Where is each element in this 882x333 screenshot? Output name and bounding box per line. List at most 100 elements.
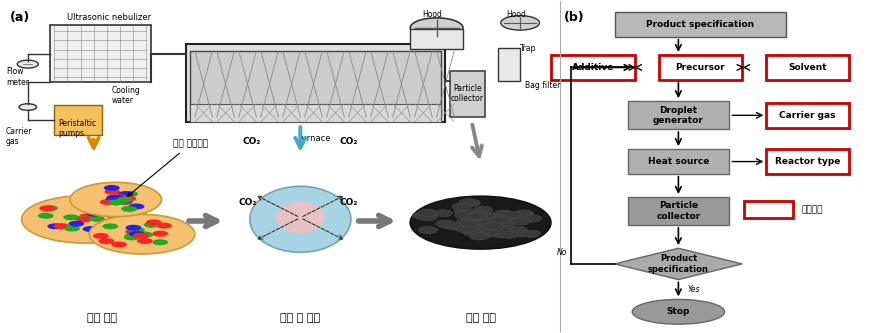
Circle shape xyxy=(112,212,128,218)
Circle shape xyxy=(100,199,116,205)
Text: Droplet
generator: Droplet generator xyxy=(653,106,704,125)
Circle shape xyxy=(494,210,513,217)
Text: 공정변수: 공정변수 xyxy=(802,205,823,214)
Circle shape xyxy=(79,213,95,219)
Circle shape xyxy=(514,210,534,217)
Circle shape xyxy=(77,216,93,222)
Circle shape xyxy=(452,203,471,210)
Circle shape xyxy=(135,232,151,238)
Circle shape xyxy=(468,212,488,220)
FancyBboxPatch shape xyxy=(49,25,151,82)
Circle shape xyxy=(511,230,530,237)
Circle shape xyxy=(418,213,437,221)
Circle shape xyxy=(124,233,140,239)
Circle shape xyxy=(106,195,122,200)
Circle shape xyxy=(38,213,54,219)
Circle shape xyxy=(125,229,141,235)
Circle shape xyxy=(465,212,484,219)
Circle shape xyxy=(108,195,124,201)
Circle shape xyxy=(502,211,521,218)
Text: 입자 구성성분: 입자 구성성분 xyxy=(128,140,208,196)
Circle shape xyxy=(471,223,490,231)
Text: Reactor type: Reactor type xyxy=(775,157,841,166)
Circle shape xyxy=(83,226,99,232)
Circle shape xyxy=(124,234,139,240)
FancyBboxPatch shape xyxy=(766,149,849,174)
Circle shape xyxy=(491,230,511,238)
Circle shape xyxy=(483,214,502,221)
Circle shape xyxy=(125,225,141,231)
Circle shape xyxy=(473,206,492,214)
Circle shape xyxy=(417,211,437,218)
Text: 액적 발생: 액적 발생 xyxy=(87,313,117,323)
Circle shape xyxy=(107,198,123,204)
FancyBboxPatch shape xyxy=(628,101,729,129)
Text: Cooling
water: Cooling water xyxy=(111,86,140,105)
Circle shape xyxy=(484,228,503,235)
Text: Yes: Yes xyxy=(687,285,699,294)
Circle shape xyxy=(116,197,132,203)
Circle shape xyxy=(112,194,128,200)
Circle shape xyxy=(457,217,476,225)
Text: Precursor: Precursor xyxy=(676,63,725,72)
Circle shape xyxy=(460,199,479,206)
Text: CO₂: CO₂ xyxy=(340,137,358,146)
FancyBboxPatch shape xyxy=(766,55,849,80)
Circle shape xyxy=(104,185,120,191)
Circle shape xyxy=(64,225,80,231)
Circle shape xyxy=(42,205,58,211)
Circle shape xyxy=(121,196,136,202)
Circle shape xyxy=(469,211,489,218)
Circle shape xyxy=(104,189,120,195)
Circle shape xyxy=(499,231,518,238)
FancyBboxPatch shape xyxy=(410,29,463,49)
Circle shape xyxy=(40,205,55,211)
Circle shape xyxy=(156,223,172,228)
Text: Product specification: Product specification xyxy=(647,20,754,29)
Circle shape xyxy=(108,213,123,219)
FancyBboxPatch shape xyxy=(744,201,793,218)
Circle shape xyxy=(78,215,94,221)
Circle shape xyxy=(521,230,541,237)
Circle shape xyxy=(442,222,461,229)
Text: CO₂: CO₂ xyxy=(238,198,257,207)
Circle shape xyxy=(153,239,168,245)
Text: Product
specification: Product specification xyxy=(648,254,709,274)
Circle shape xyxy=(70,182,161,217)
Text: 건조 및 반응: 건조 및 반응 xyxy=(280,313,320,323)
Ellipse shape xyxy=(276,202,325,233)
Circle shape xyxy=(134,231,150,237)
Circle shape xyxy=(118,191,134,197)
Text: Additive: Additive xyxy=(572,63,614,72)
Circle shape xyxy=(89,214,195,254)
Text: (a): (a) xyxy=(11,11,31,24)
Text: Peristaltic
pumps: Peristaltic pumps xyxy=(58,119,97,138)
FancyBboxPatch shape xyxy=(766,103,849,128)
Text: Stop: Stop xyxy=(667,307,690,316)
Circle shape xyxy=(413,212,432,219)
FancyBboxPatch shape xyxy=(659,55,742,80)
Circle shape xyxy=(129,227,145,233)
Circle shape xyxy=(118,219,134,225)
Circle shape xyxy=(129,231,145,237)
Circle shape xyxy=(490,221,509,228)
Text: Bag filter: Bag filter xyxy=(525,81,560,90)
Circle shape xyxy=(89,216,105,222)
Circle shape xyxy=(479,219,498,226)
Text: Flow
meter: Flow meter xyxy=(6,68,29,87)
Circle shape xyxy=(451,223,470,231)
Circle shape xyxy=(469,221,489,229)
FancyBboxPatch shape xyxy=(191,51,441,117)
Circle shape xyxy=(144,222,160,228)
Text: Heat source: Heat source xyxy=(647,157,709,166)
Text: Ultrasonic nebulizer: Ultrasonic nebulizer xyxy=(67,13,152,22)
Circle shape xyxy=(121,206,137,212)
Circle shape xyxy=(478,230,497,237)
Circle shape xyxy=(93,233,108,239)
Text: Particle
collector: Particle collector xyxy=(656,201,700,221)
Circle shape xyxy=(418,226,437,234)
FancyBboxPatch shape xyxy=(450,71,485,117)
Circle shape xyxy=(491,217,511,224)
Text: Carrier
gas: Carrier gas xyxy=(6,127,33,146)
FancyBboxPatch shape xyxy=(628,149,729,174)
